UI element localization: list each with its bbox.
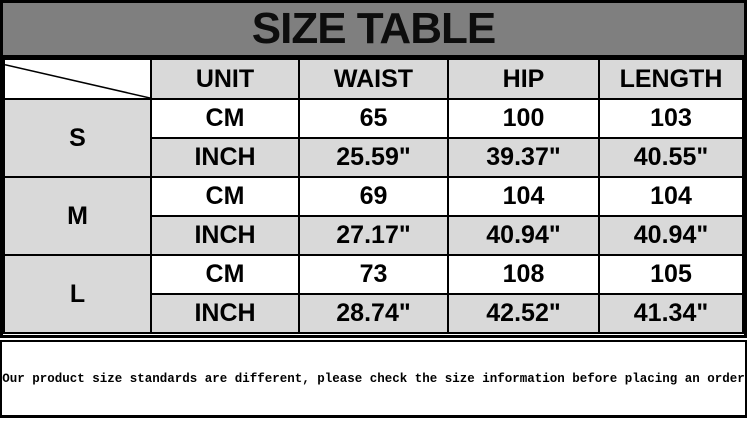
size-table-title: SIZE TABLE: [3, 3, 744, 58]
unit-cell: CM: [150, 176, 300, 217]
diagonal-line-icon: [5, 60, 150, 98]
hip-value: 100: [447, 98, 600, 139]
size-label-s: S: [3, 98, 152, 178]
table-row-l-inch: INCH 28.74" 42.52" 41.34": [4, 293, 744, 334]
header-unit: UNIT: [150, 58, 300, 100]
hip-value: 40.94": [447, 215, 600, 256]
waist-value: 73: [298, 254, 449, 295]
length-value: 104: [598, 176, 744, 217]
length-value: 40.55": [598, 137, 744, 178]
size-table-grid: UNIT WAIST HIP LENGTH S CM 65 100 103 IN…: [3, 58, 744, 334]
size-table: SIZE TABLE UNIT WAIST HIP LENGTH S CM 65: [0, 0, 747, 338]
waist-value: 28.74": [298, 293, 449, 334]
unit-cell: INCH: [150, 215, 300, 256]
header-hip: HIP: [447, 58, 600, 100]
length-value: 40.94": [598, 215, 744, 256]
length-value: 103: [598, 98, 744, 139]
waist-value: 25.59": [298, 137, 449, 178]
table-row-m-cm: M CM 69 104 104: [3, 176, 744, 256]
header-waist: WAIST: [298, 58, 449, 100]
hip-value: 42.52": [447, 293, 600, 334]
size-label-m: M: [3, 176, 152, 256]
size-disclaimer-text: Our product size standards are different…: [2, 371, 745, 386]
length-value: 105: [598, 254, 744, 295]
corner-cell: [3, 58, 152, 100]
header-length: LENGTH: [598, 58, 744, 100]
unit-cell: CM: [150, 254, 300, 295]
hip-value: 39.37": [447, 137, 600, 178]
waist-value: 27.17": [298, 215, 449, 256]
table-row-s-inch: INCH 25.59" 39.37" 40.55": [4, 137, 744, 178]
length-value: 41.34": [598, 293, 744, 334]
unit-cell: INCH: [150, 137, 300, 178]
waist-value: 69: [298, 176, 449, 217]
unit-cell: CM: [150, 98, 300, 139]
table-row-m-inch: INCH 27.17" 40.94" 40.94": [4, 215, 744, 256]
waist-value: 65: [298, 98, 449, 139]
hip-value: 104: [447, 176, 600, 217]
hip-value: 108: [447, 254, 600, 295]
unit-cell: INCH: [150, 293, 300, 334]
size-label-l: L: [3, 254, 152, 334]
size-disclaimer-box: Our product size standards are different…: [0, 340, 747, 418]
header-row: UNIT WAIST HIP LENGTH: [3, 58, 744, 100]
table-row-s-cm: S CM 65 100 103: [3, 98, 744, 178]
table-row-l-cm: L CM 73 108 105: [3, 254, 744, 334]
